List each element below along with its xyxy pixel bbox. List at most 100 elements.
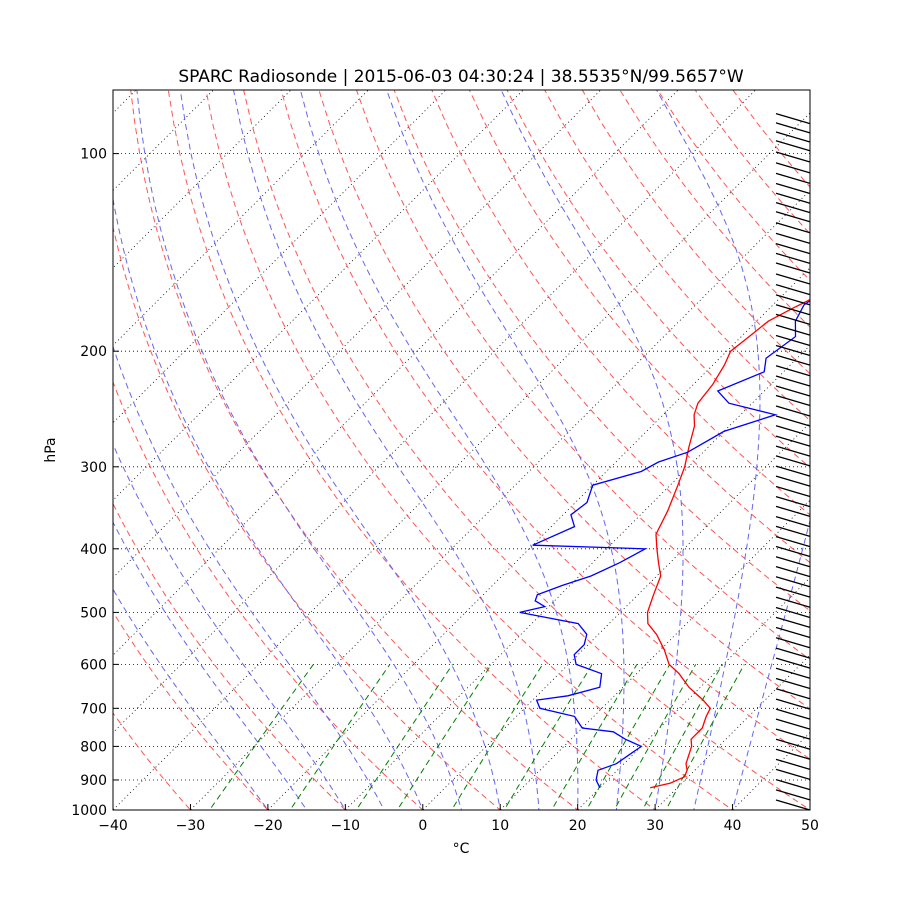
x-tick-label: −20 (253, 818, 283, 834)
mixing-ratio-line (355, 664, 454, 810)
dry-adiabat-line (468, 90, 810, 516)
moist-adiabat-line (732, 518, 810, 810)
wind-barb (775, 172, 811, 184)
x-axis: −40 −30 −20 −10 0 10 20 30 40 50 (98, 804, 819, 834)
moist-adiabat-line (136, 90, 463, 810)
wind-barb (775, 211, 811, 223)
sounding-traces (519, 298, 810, 789)
dry-adiabat-line (280, 90, 810, 760)
wind-barb (775, 425, 811, 437)
wind-barb (775, 385, 811, 397)
y-tick-label: 200 (80, 344, 107, 360)
wind-barb (775, 344, 811, 357)
wind-barb (775, 232, 811, 244)
dry-adiabat-line (506, 90, 810, 469)
mixing-ratio-line (503, 664, 593, 810)
wind-barb (775, 586, 811, 598)
mixing-ratio-line (289, 664, 391, 810)
temperature-trace (646, 298, 810, 789)
reference-lines (113, 90, 810, 810)
moist-adiabat-line (386, 90, 625, 810)
dry-adiabat-line (318, 90, 810, 710)
wind-barb (775, 718, 811, 730)
wind-barb (775, 262, 811, 274)
wind-barb (775, 758, 811, 770)
wind-barb (775, 748, 811, 760)
dry-adiabat-line (544, 90, 810, 422)
wind-barb (775, 698, 811, 710)
dry-adiabat-line (393, 90, 810, 612)
wind-barb (775, 657, 811, 669)
isotherm-line (113, 90, 679, 656)
x-tick-label: 40 (724, 818, 742, 834)
wind-barb (775, 778, 811, 791)
y-axis-label: hPa (43, 437, 59, 462)
isotherm-line (577, 577, 810, 810)
plot-frame (112, 89, 811, 811)
wind-barb (775, 334, 811, 347)
wind-barb (775, 201, 811, 214)
mixing-ratio-line (665, 664, 745, 810)
moist-adiabat-line (500, 90, 684, 810)
dry-adiabat-line (113, 380, 424, 810)
wind-barb (775, 445, 811, 457)
wind-barb (775, 162, 811, 174)
dry-adiabat-line (657, 90, 810, 282)
dry-adiabat-line (167, 90, 656, 810)
wind-barb (775, 182, 811, 195)
y-tick-label: 300 (80, 460, 107, 476)
mixing-ratio-line (451, 664, 544, 810)
x-tick-label: 50 (801, 818, 819, 834)
wind-barb (775, 556, 811, 568)
moist-adiabat-line (113, 345, 385, 810)
wind-barb (775, 222, 811, 234)
dry-adiabat-line (113, 610, 269, 810)
wind-barb (775, 536, 811, 548)
wind-barb (775, 112, 811, 125)
wind-barb (775, 375, 811, 387)
wind-barb (775, 616, 811, 629)
y-axis: 100 200 300 400 500 600 700 800 900 1000 (71, 147, 119, 819)
moist-adiabat-line (113, 588, 269, 810)
wind-barb (775, 435, 811, 447)
wind-barb (775, 545, 811, 558)
y-tick-label: 500 (80, 605, 107, 621)
wind-barb (775, 789, 811, 801)
x-axis-label: °C (453, 841, 470, 857)
moist-adiabat-line (113, 196, 424, 810)
x-tick-label: 20 (569, 818, 587, 834)
mixing-ratio-line (641, 664, 723, 810)
x-tick-label: −30 (176, 818, 206, 834)
dry-adiabat-line (355, 90, 810, 661)
x-tick-label: 0 (418, 818, 427, 834)
isotherm-line (809, 809, 810, 810)
wind-barb (775, 768, 811, 780)
wind-barb (775, 475, 811, 487)
wind-barb (775, 131, 811, 143)
wind-barb (775, 515, 811, 528)
wind-barb (775, 242, 811, 255)
wind-barb (775, 294, 811, 306)
x-tick-label: −40 (98, 818, 128, 834)
wind-barbs (775, 112, 811, 811)
wind-barb (775, 122, 811, 134)
y-tick-label: 400 (80, 542, 107, 558)
wind-barb (775, 354, 811, 366)
wind-barb (775, 304, 811, 316)
wind-barb (775, 606, 811, 619)
dry-adiabat-line (581, 90, 810, 375)
wind-barb (775, 677, 811, 690)
wind-barb (775, 626, 811, 639)
moist-adiabat-line (299, 90, 579, 810)
wind-barb (775, 505, 811, 517)
wind-barb (775, 485, 811, 498)
y-tick-label: 800 (80, 739, 107, 755)
wind-barb (775, 455, 811, 467)
wind-barb (775, 405, 811, 417)
wind-barb (775, 465, 811, 477)
dry-adiabat-line (130, 90, 579, 810)
wind-barb (775, 799, 811, 811)
y-tick-label: 100 (80, 147, 107, 163)
wind-barb (775, 525, 811, 538)
wind-barb (775, 496, 811, 508)
